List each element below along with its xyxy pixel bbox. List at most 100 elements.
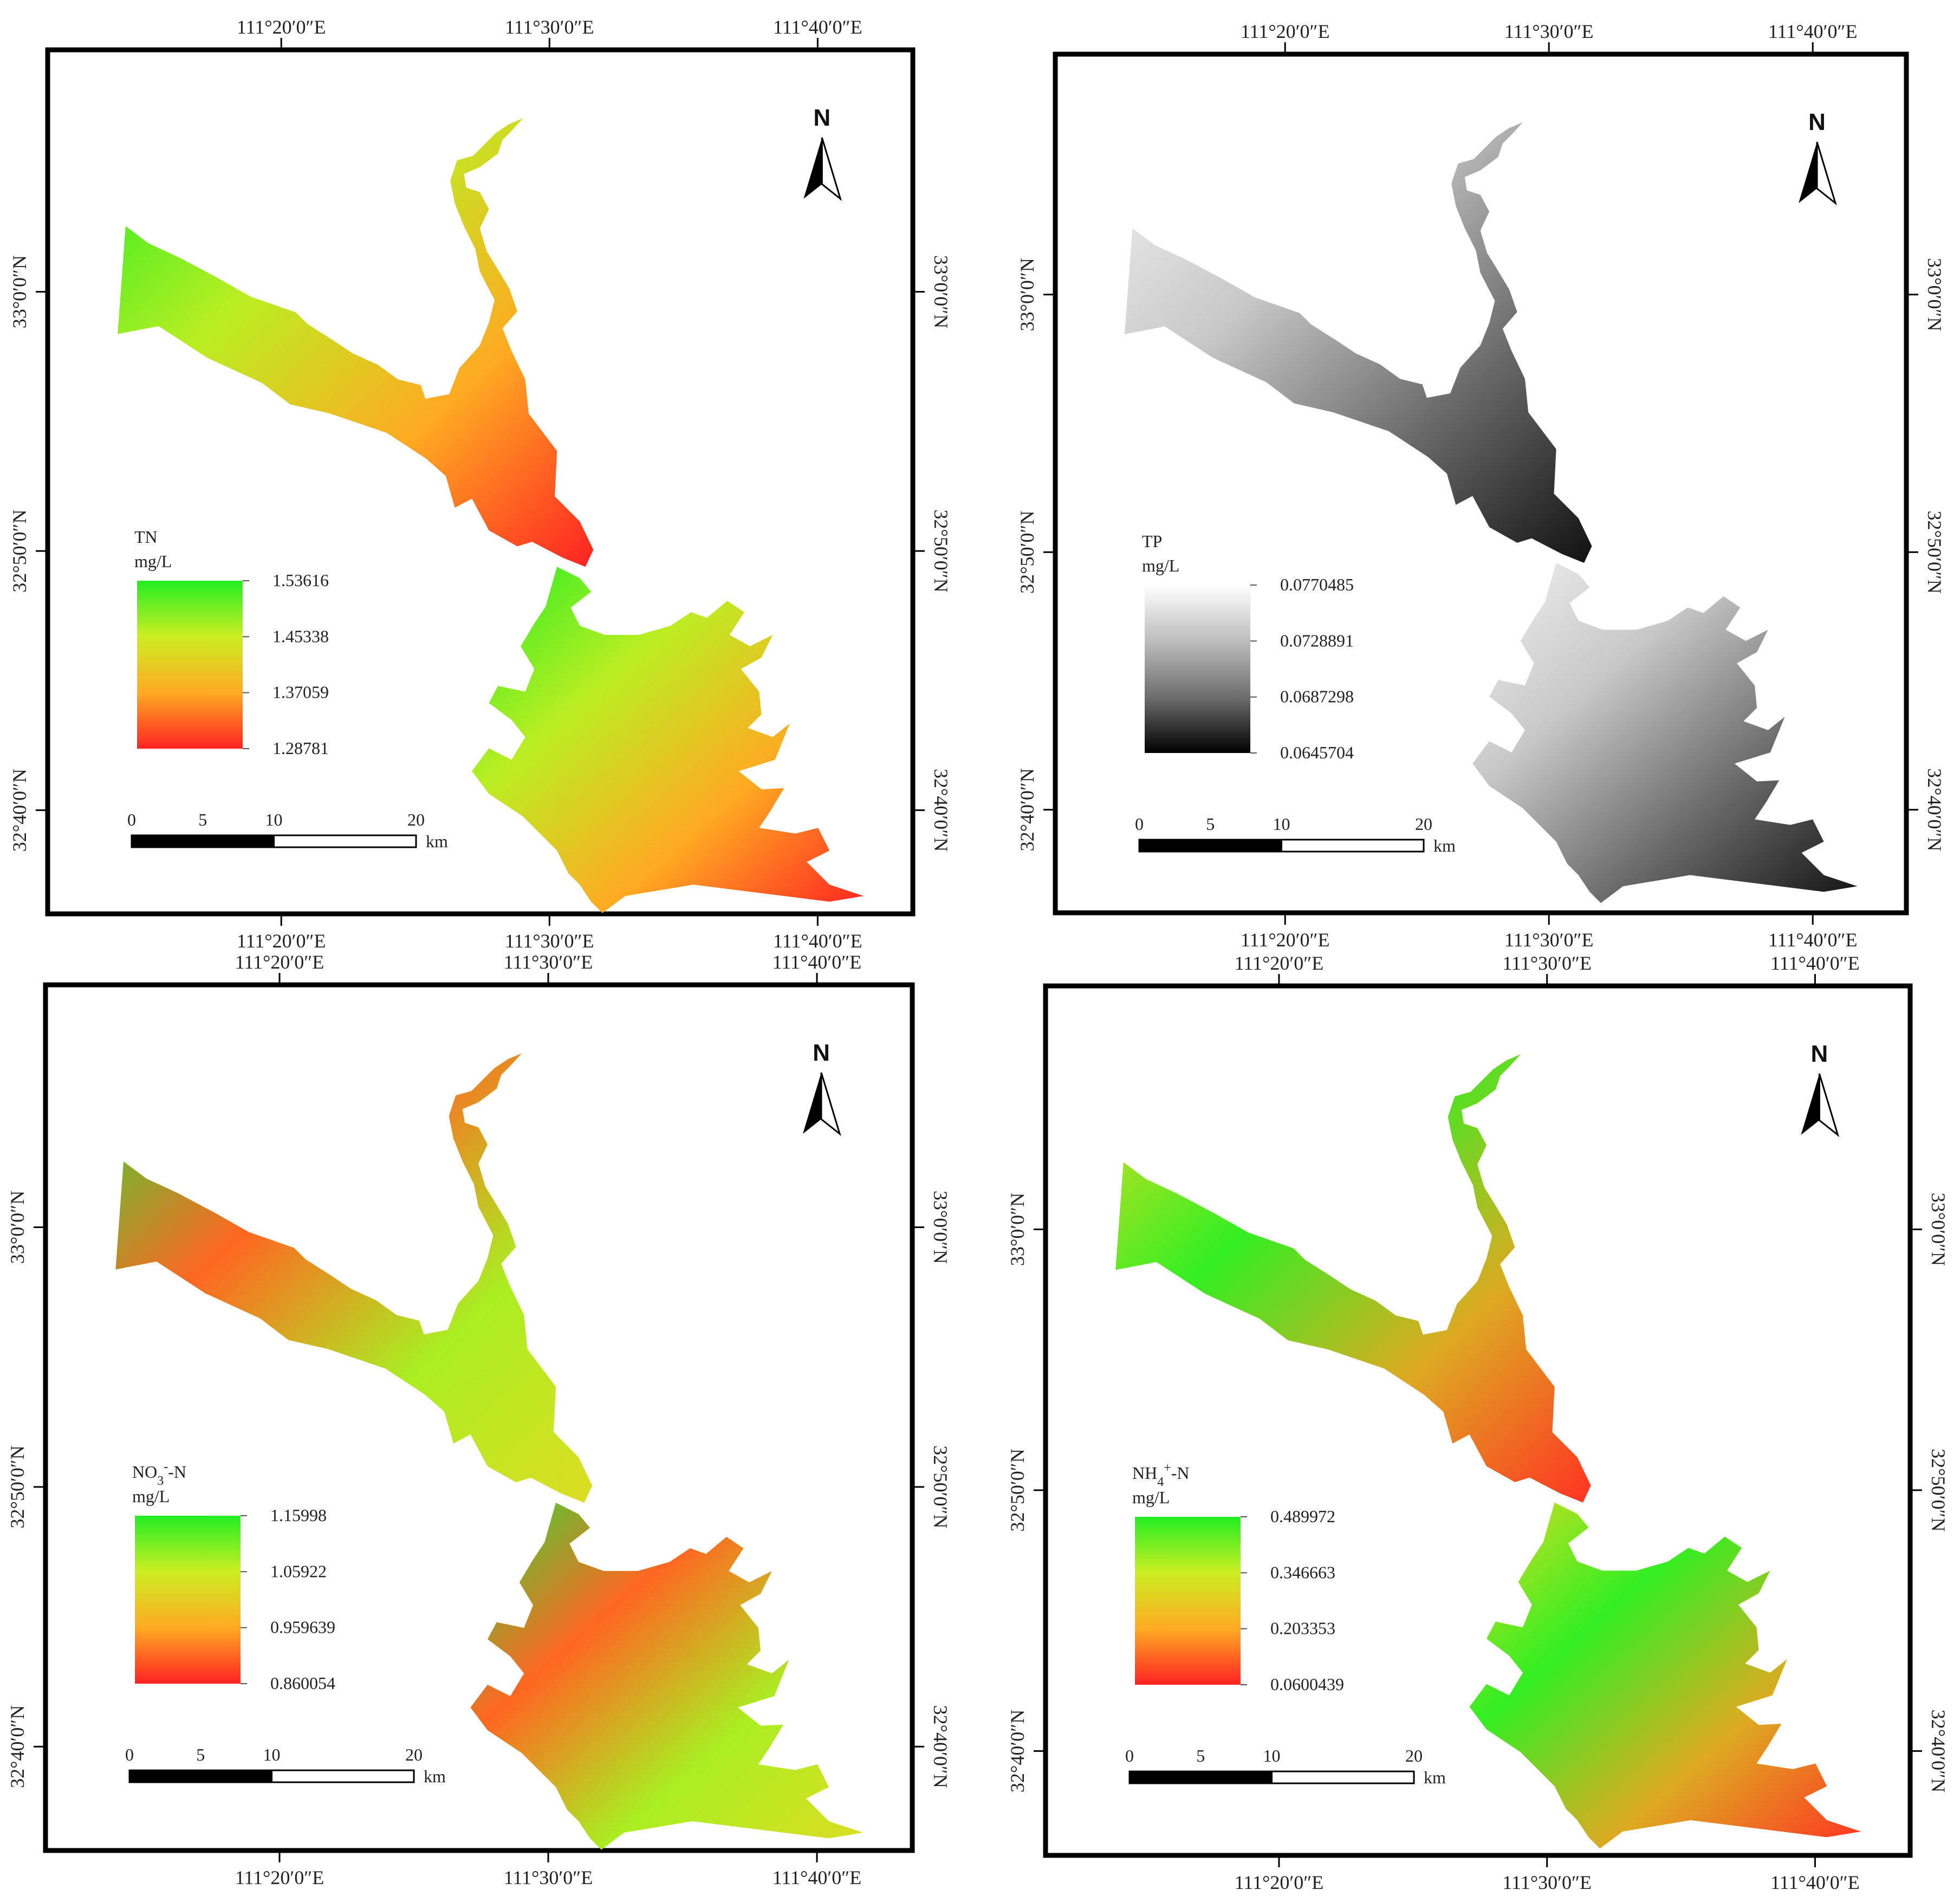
longitude-label-top: 111°40′0″E bbox=[1770, 952, 1860, 974]
legend: TP mg/L 0.0770485 0.0728891 0.0687298 0.06457… bbox=[1142, 531, 1354, 762]
scale-bar-tick-label: 5 bbox=[1206, 814, 1215, 834]
longitude-label-bottom: 111°30′0″E bbox=[504, 1867, 593, 1888]
scale-bar-tick-label: 0 bbox=[1135, 814, 1144, 834]
latitude-label-left: 32°50′0″N bbox=[1007, 1449, 1028, 1531]
legend-color-ramp bbox=[137, 581, 243, 749]
legend-value-label: 0.0770485 bbox=[1280, 575, 1354, 594]
legend-title: TP bbox=[1142, 531, 1162, 551]
latitude-label-right: 32°40′0″N bbox=[930, 769, 952, 852]
map-panel-tn: 111°20′0″E 111°30′0″E 111°40′0″E 111°20′0″E… bbox=[9, 16, 952, 952]
longitude-label-top: 111°40′0″E bbox=[773, 951, 862, 973]
scale-bar-unit: km bbox=[426, 832, 448, 851]
scale-bar-tick-label: 20 bbox=[1405, 1746, 1423, 1765]
scale-bar-tick-label: 10 bbox=[265, 810, 283, 829]
longitude-label-bottom: 111°40′0″E bbox=[1770, 1872, 1860, 1893]
longitude-label-top: 111°30′0″E bbox=[1502, 952, 1592, 974]
longitude-label-top: 111°40′0″E bbox=[1768, 21, 1858, 42]
latitude-label-right: 33°0′0″N bbox=[930, 1191, 951, 1264]
legend-value-label: 0.0645704 bbox=[1280, 743, 1354, 762]
legend-value-label: 0.203353 bbox=[1270, 1619, 1335, 1638]
legend-unit: mg/L bbox=[1142, 556, 1179, 575]
latitude-label-right: 33°0′0″N bbox=[1927, 1193, 1949, 1266]
latitude-label-left: 32°40′0″N bbox=[1016, 768, 1038, 851]
legend: TN mg/L 1.53616 1.45338 1.37059 1.28781 bbox=[134, 527, 329, 758]
legend-value-label: 0.489972 bbox=[1270, 1507, 1335, 1526]
latitude-label-right: 32°50′0″N bbox=[930, 1445, 951, 1528]
north-label: N bbox=[1811, 1041, 1828, 1067]
scale-bar-tick-label: 5 bbox=[198, 810, 207, 829]
longitude-label-top: 111°20′0″E bbox=[1241, 21, 1330, 42]
legend-value-label: 0.959639 bbox=[270, 1618, 335, 1637]
scale-bar-tick-label: 20 bbox=[1415, 814, 1432, 834]
latitude-label-left: 32°50′0″N bbox=[7, 1445, 28, 1528]
latitude-label-left: 32°40′0″N bbox=[9, 769, 30, 852]
legend-value-label: 1.37059 bbox=[272, 683, 329, 702]
latitude-label-right: 32°50′0″N bbox=[930, 509, 952, 592]
longitude-label-top: 111°20′0″E bbox=[237, 16, 326, 38]
latitude-label-left: 32°50′0″N bbox=[9, 509, 30, 592]
scale-bar-tick-label: 5 bbox=[1196, 1746, 1205, 1765]
reservoir-field bbox=[1124, 122, 1858, 903]
latitude-label-right: 32°40′0″N bbox=[930, 1705, 951, 1788]
longitude-label-bottom: 111°20′0″E bbox=[235, 1867, 324, 1888]
reservoir-field bbox=[118, 118, 864, 913]
scale-bar-tick-label: 10 bbox=[263, 1745, 281, 1764]
legend-title: TN bbox=[134, 527, 158, 547]
map-panel-nh4: 111°20′0″E 111°30′0″E 111°40′0″E 111°20′0″E… bbox=[1007, 952, 1949, 1893]
map-panel-tp: 111°20′0″E 111°30′0″E 111°40′0″E 111°20′0″E… bbox=[1016, 21, 1945, 951]
legend-title: NO3--N bbox=[132, 1460, 186, 1488]
legend-color-ramp bbox=[135, 1516, 241, 1684]
latitude-label-left: 32°40′0″N bbox=[1007, 1710, 1028, 1793]
north-label: N bbox=[813, 105, 830, 131]
longitude-label-bottom: 111°20′0″E bbox=[1241, 929, 1330, 951]
scale-bar-tick-label: 0 bbox=[1125, 1746, 1134, 1765]
scale-bar-unit: km bbox=[1433, 836, 1456, 855]
latitude-label-right: 32°50′0″N bbox=[1924, 511, 1945, 594]
longitude-label-bottom: 111°40′0″E bbox=[773, 930, 862, 952]
legend-value-label: 1.45338 bbox=[272, 626, 329, 646]
north-arrow-icon: N bbox=[1799, 109, 1837, 206]
longitude-label-bottom: 111°30′0″E bbox=[1502, 1872, 1592, 1893]
legend-value-label: 0.0687298 bbox=[1280, 687, 1354, 706]
north-arrow-icon: N bbox=[1801, 1041, 1840, 1138]
longitude-label-bottom: 111°20′0″E bbox=[1235, 1872, 1324, 1893]
scale-bar-tick-label: 0 bbox=[125, 1745, 134, 1764]
scale-bar-tick-label: 0 bbox=[127, 810, 136, 829]
latitude-label-right: 32°50′0″N bbox=[1927, 1449, 1949, 1531]
scale-bar-unit: km bbox=[424, 1767, 446, 1786]
legend-value-label: 1.53616 bbox=[272, 570, 329, 590]
latitude-label-left: 33°0′0″N bbox=[1016, 258, 1038, 331]
north-arrow-icon: N bbox=[803, 1040, 841, 1137]
longitude-label-top: 111°40′0″E bbox=[773, 16, 862, 38]
scale-bar-tick-label: 10 bbox=[1273, 814, 1290, 834]
longitude-label-top: 111°20′0″E bbox=[235, 951, 324, 973]
latitude-label-right: 33°0′0″N bbox=[1924, 258, 1945, 331]
longitude-label-bottom: 111°30′0″E bbox=[1504, 929, 1594, 951]
longitude-label-top: 111°30′0″E bbox=[504, 951, 593, 973]
legend-unit: mg/L bbox=[1132, 1488, 1170, 1507]
map-panel-no3: 111°20′0″E 111°30′0″E 111°40′0″E 111°20′0″E… bbox=[7, 951, 951, 1888]
north-label: N bbox=[813, 1040, 830, 1066]
legend-value-label: 0.0728891 bbox=[1280, 631, 1354, 650]
scale-bar-unit: km bbox=[1424, 1768, 1446, 1787]
legend-value-label: 1.28781 bbox=[272, 738, 329, 758]
latitude-label-left: 33°0′0″N bbox=[1007, 1193, 1028, 1266]
scale-bar-tick-label: 20 bbox=[405, 1745, 423, 1764]
north-arrow-icon: N bbox=[803, 105, 842, 202]
latitude-label-right: 32°40′0″N bbox=[1924, 768, 1945, 851]
north-label: N bbox=[1808, 109, 1826, 135]
legend-unit: mg/L bbox=[132, 1486, 170, 1506]
latitude-label-right: 32°40′0″N bbox=[1927, 1710, 1949, 1793]
legend-title: NH4+-N bbox=[1132, 1461, 1190, 1489]
legend-value-label: 1.15998 bbox=[270, 1505, 327, 1525]
reservoir-field bbox=[115, 1053, 863, 1850]
latitude-label-left: 33°0′0″N bbox=[9, 255, 30, 328]
longitude-label-top: 111°20′0″E bbox=[1235, 952, 1324, 974]
longitude-label-bottom: 111°30′0″E bbox=[505, 930, 594, 952]
longitude-label-top: 111°30′0″E bbox=[1504, 21, 1594, 42]
legend-value-label: 0.860054 bbox=[270, 1673, 335, 1693]
